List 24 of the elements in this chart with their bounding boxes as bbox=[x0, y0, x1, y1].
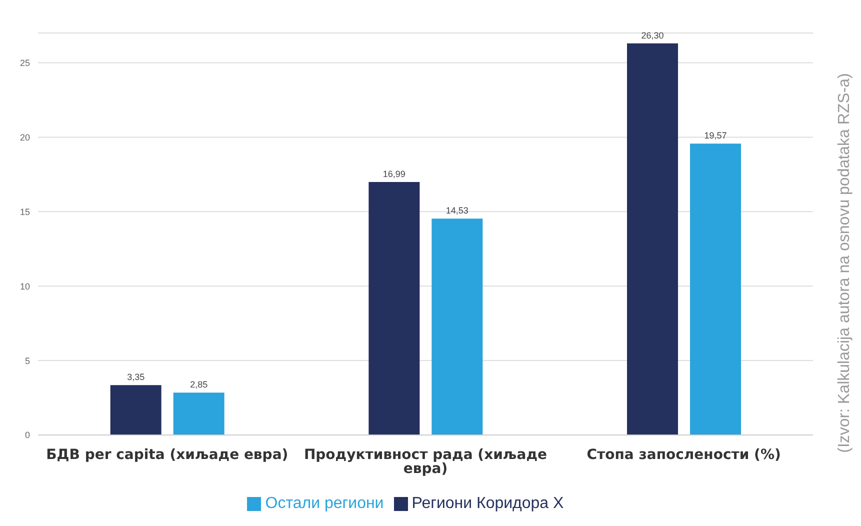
bar bbox=[432, 218, 483, 435]
data-label: 16,99 bbox=[382, 169, 406, 180]
bar bbox=[173, 392, 224, 435]
legend-label: Региони Коридора X bbox=[412, 495, 564, 512]
data-label: 3,35 bbox=[127, 372, 145, 382]
y-tick-label: 0 bbox=[24, 430, 30, 440]
bar bbox=[627, 43, 678, 435]
x-tick-label: Продуктивност рада (хиљаде евра) bbox=[304, 446, 548, 477]
x-tick-label: Стопа запослености (%) bbox=[586, 446, 781, 463]
y-tick-label: 15 bbox=[20, 206, 30, 217]
data-label: 26,30 bbox=[641, 30, 664, 40]
legend-label: Остали региони bbox=[265, 495, 384, 512]
data-label: 19,57 bbox=[704, 130, 727, 141]
bar bbox=[368, 182, 420, 435]
y-tick-label: 20 bbox=[20, 132, 30, 142]
bar bbox=[110, 385, 162, 435]
bar bbox=[690, 144, 741, 435]
y-tick-label: 10 bbox=[20, 281, 30, 292]
x-tick-label: БДВ per capita (хиљаде евра) bbox=[46, 446, 288, 463]
y-tick-label: 5 bbox=[24, 356, 30, 366]
data-label: 2,85 bbox=[190, 380, 208, 390]
y-tick-label: 25 bbox=[20, 58, 30, 68]
text: (Izvor: Kalkulacija autora na osnovu podataka RZS-a) bbox=[836, 73, 854, 453]
data-label: 14,53 bbox=[446, 206, 468, 216]
